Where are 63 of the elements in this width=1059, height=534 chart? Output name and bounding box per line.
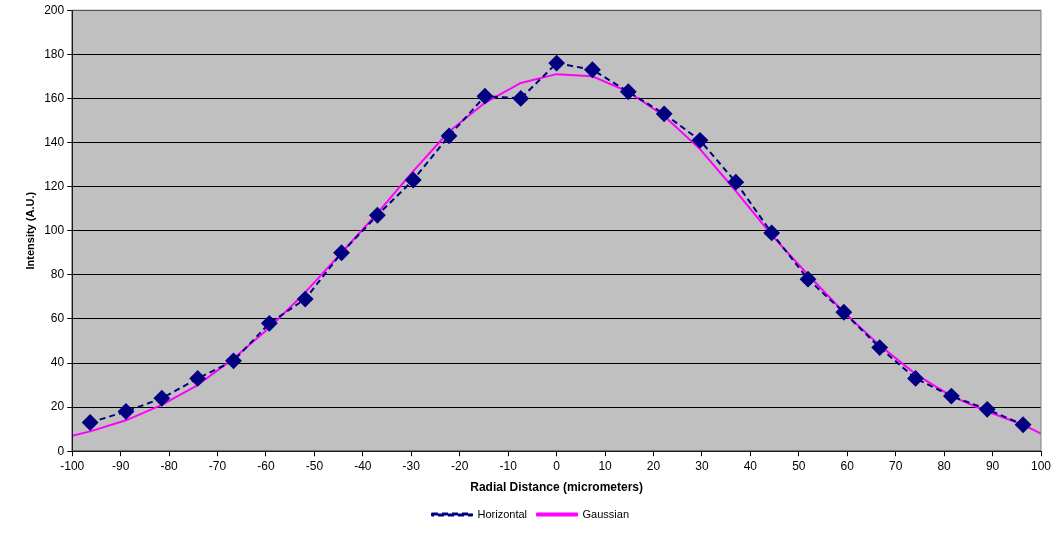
x-tick-label: 100 bbox=[1030, 458, 1052, 473]
y-axis-title: Intensity (A.U.) bbox=[23, 191, 36, 270]
point bbox=[871, 339, 888, 356]
x-tick-label: 30 bbox=[695, 458, 709, 473]
x-tick-label: -80 bbox=[160, 458, 179, 473]
point bbox=[656, 105, 673, 122]
x-tick-label: -70 bbox=[208, 458, 227, 473]
y-tick-label: 160 bbox=[44, 90, 65, 105]
point bbox=[835, 304, 852, 321]
y-tick-label: 200 bbox=[44, 2, 65, 17]
point bbox=[225, 352, 242, 369]
point bbox=[82, 414, 99, 431]
x-tick-label: -40 bbox=[354, 458, 372, 473]
point bbox=[907, 370, 924, 387]
point bbox=[153, 390, 170, 407]
x-tick-label: 0 bbox=[553, 458, 561, 473]
point bbox=[1015, 416, 1032, 433]
point bbox=[691, 132, 708, 149]
x-tick-label: 90 bbox=[985, 458, 1000, 473]
point bbox=[979, 401, 996, 418]
y-tick-label: 100 bbox=[44, 223, 65, 238]
x-tick-label: -10 bbox=[499, 458, 518, 473]
x-tick-label: 70 bbox=[889, 458, 903, 473]
point bbox=[333, 244, 350, 261]
point bbox=[512, 90, 529, 107]
point bbox=[261, 315, 278, 332]
point bbox=[800, 271, 817, 288]
x-tick-label: 60 bbox=[840, 458, 855, 473]
x-tick-label: -20 bbox=[451, 458, 469, 473]
x-tick-label: 10 bbox=[598, 458, 613, 473]
point bbox=[727, 174, 744, 191]
y-tick-label: 0 bbox=[57, 443, 65, 458]
legend-label: Horizontal bbox=[477, 507, 528, 520]
point bbox=[763, 224, 780, 241]
point bbox=[297, 291, 314, 308]
y-tick-label: 60 bbox=[50, 311, 65, 326]
point bbox=[943, 388, 960, 405]
y-tick-label: 180 bbox=[44, 46, 65, 61]
x-tick-label: 50 bbox=[792, 458, 806, 473]
point bbox=[117, 403, 134, 420]
point bbox=[369, 207, 386, 224]
x-tick-label: 40 bbox=[743, 458, 758, 473]
x-tick-label: -60 bbox=[257, 458, 275, 473]
y-tick-label: 120 bbox=[44, 178, 65, 193]
y-tick-label: 80 bbox=[50, 267, 65, 282]
point bbox=[620, 83, 637, 100]
point bbox=[441, 127, 458, 144]
y-tick-label: 40 bbox=[50, 355, 65, 370]
point bbox=[189, 370, 206, 387]
x-tick-label: -100 bbox=[60, 458, 85, 473]
point bbox=[405, 171, 422, 188]
y-tick-label: 20 bbox=[50, 399, 65, 414]
x-axis-title: Radial Distance (micrometers) bbox=[470, 480, 643, 495]
y-tick-label: 140 bbox=[44, 134, 65, 149]
point bbox=[548, 55, 565, 72]
legend-label: Gaussian bbox=[582, 507, 630, 520]
x-tick-label: -50 bbox=[305, 458, 324, 473]
x-tick-label: 20 bbox=[646, 458, 661, 473]
point bbox=[476, 88, 493, 105]
x-tick-label: -30 bbox=[402, 458, 421, 473]
x-tick-label: 80 bbox=[937, 458, 952, 473]
point bbox=[584, 61, 601, 78]
x-tick-label: -90 bbox=[111, 458, 130, 473]
